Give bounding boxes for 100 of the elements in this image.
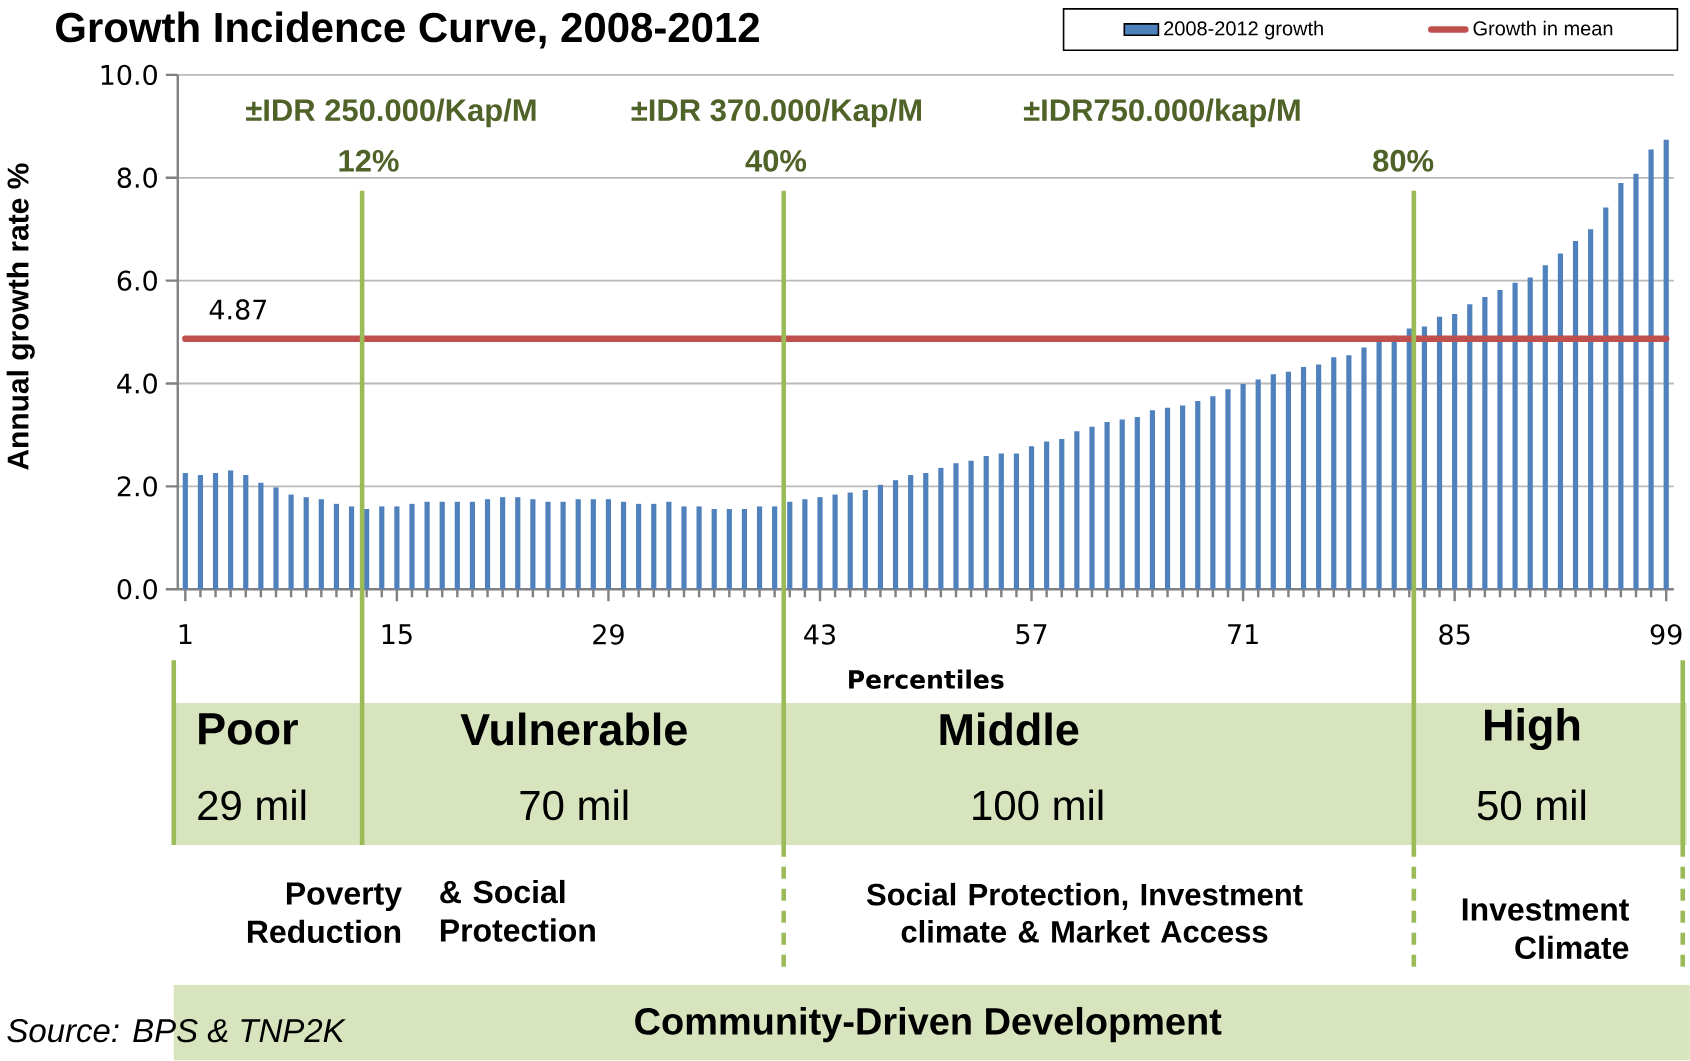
bar — [1346, 355, 1352, 590]
x-tick-label: 99 — [1650, 624, 1682, 645]
bar — [1316, 364, 1322, 590]
bar — [545, 502, 551, 590]
annotation: ±IDR 250.000/Kap/M — [246, 98, 536, 128]
x-tick-label: 29 — [593, 624, 624, 645]
bar — [1134, 417, 1140, 590]
bar — [303, 497, 309, 590]
annotation: 80% — [1373, 150, 1434, 172]
bar — [1406, 328, 1412, 590]
bar — [575, 499, 581, 590]
bar — [243, 475, 249, 590]
bar — [787, 502, 793, 590]
bar — [802, 499, 808, 590]
y-tick-label: 4.0 — [117, 373, 157, 394]
bar — [666, 502, 672, 590]
bar — [651, 504, 657, 590]
y-axis-title: Annual growth rate % — [6, 163, 35, 471]
bar — [862, 490, 868, 590]
bar — [832, 494, 838, 590]
bar — [1603, 207, 1609, 590]
legend-label: 2008-2012 growth — [1164, 21, 1323, 40]
text: & Social Protection — [440, 880, 595, 942]
bar — [288, 494, 294, 590]
text: 100 mil — [973, 789, 1103, 821]
bar — [1255, 379, 1261, 590]
bar — [454, 502, 460, 590]
bar — [1104, 422, 1110, 590]
x-tick-label: 71 — [1228, 624, 1258, 645]
bar — [923, 473, 929, 590]
bar — [1618, 183, 1624, 590]
legend-label: Growth in mean — [1473, 21, 1613, 36]
bar — [1195, 401, 1201, 590]
bar — [1588, 229, 1594, 590]
bar — [1512, 282, 1518, 590]
bar — [756, 506, 763, 590]
bar — [1482, 297, 1488, 590]
text: Investment Climate — [1462, 898, 1630, 960]
bar — [1467, 304, 1473, 590]
bar — [273, 487, 279, 590]
data-label: 4.87 — [209, 299, 267, 320]
bar — [1361, 347, 1367, 590]
bar — [1572, 241, 1579, 590]
source-note: Source: BPS & TNP2K — [7, 1019, 346, 1043]
bar — [1331, 357, 1337, 590]
bar — [439, 502, 445, 590]
bar — [636, 504, 642, 590]
y-tick-label: 10.0 — [101, 64, 157, 86]
bar — [1089, 426, 1095, 590]
bar — [1527, 277, 1533, 590]
bar — [1663, 139, 1669, 590]
bar — [1180, 405, 1186, 590]
bar — [1648, 149, 1654, 590]
bar — [364, 509, 370, 590]
bar — [772, 506, 778, 590]
bar — [1557, 253, 1564, 590]
bar — [1074, 431, 1080, 590]
bar — [938, 468, 944, 590]
text: 50 mil — [1477, 789, 1586, 821]
bar — [1164, 407, 1171, 590]
text: 29 mil — [198, 789, 306, 821]
bar — [1028, 446, 1035, 590]
x-tick-label: 57 — [1016, 624, 1047, 645]
y-tick-label: 6.0 — [117, 270, 157, 292]
y-tick-label: 0.0 — [117, 579, 157, 600]
x-tick-label: 85 — [1439, 624, 1470, 645]
bar — [515, 497, 521, 590]
bar — [847, 492, 853, 590]
text: Vulnerable — [460, 712, 687, 746]
bar — [892, 480, 899, 590]
bar — [500, 497, 506, 590]
bar — [530, 499, 536, 590]
x-tick-label: 1 — [179, 624, 192, 645]
bar — [1436, 316, 1443, 590]
bar — [197, 475, 204, 590]
bar — [620, 502, 627, 590]
bar — [469, 502, 476, 590]
bar — [908, 475, 914, 590]
y-tick-label: 2.0 — [117, 476, 157, 497]
annotation: ±IDR750.000/kap/M — [1023, 98, 1300, 128]
bar — [968, 460, 974, 590]
bar — [212, 473, 219, 590]
annotation: 12% — [339, 150, 399, 172]
bar — [318, 499, 324, 590]
text: High — [1485, 708, 1580, 751]
bar — [1270, 374, 1276, 590]
text: Community-Driven Development — [635, 1007, 1222, 1043]
bar — [1240, 384, 1246, 590]
bar — [877, 485, 884, 590]
bar — [1210, 396, 1216, 590]
text: Poor — [199, 713, 298, 745]
x-axis-title: Percentiles — [849, 669, 1004, 690]
bar — [726, 509, 732, 590]
bar — [711, 509, 717, 590]
bar — [484, 499, 491, 590]
bar — [1119, 419, 1125, 590]
bar — [1452, 314, 1458, 590]
bar — [333, 504, 340, 590]
bar — [394, 506, 400, 590]
bar — [560, 502, 566, 590]
